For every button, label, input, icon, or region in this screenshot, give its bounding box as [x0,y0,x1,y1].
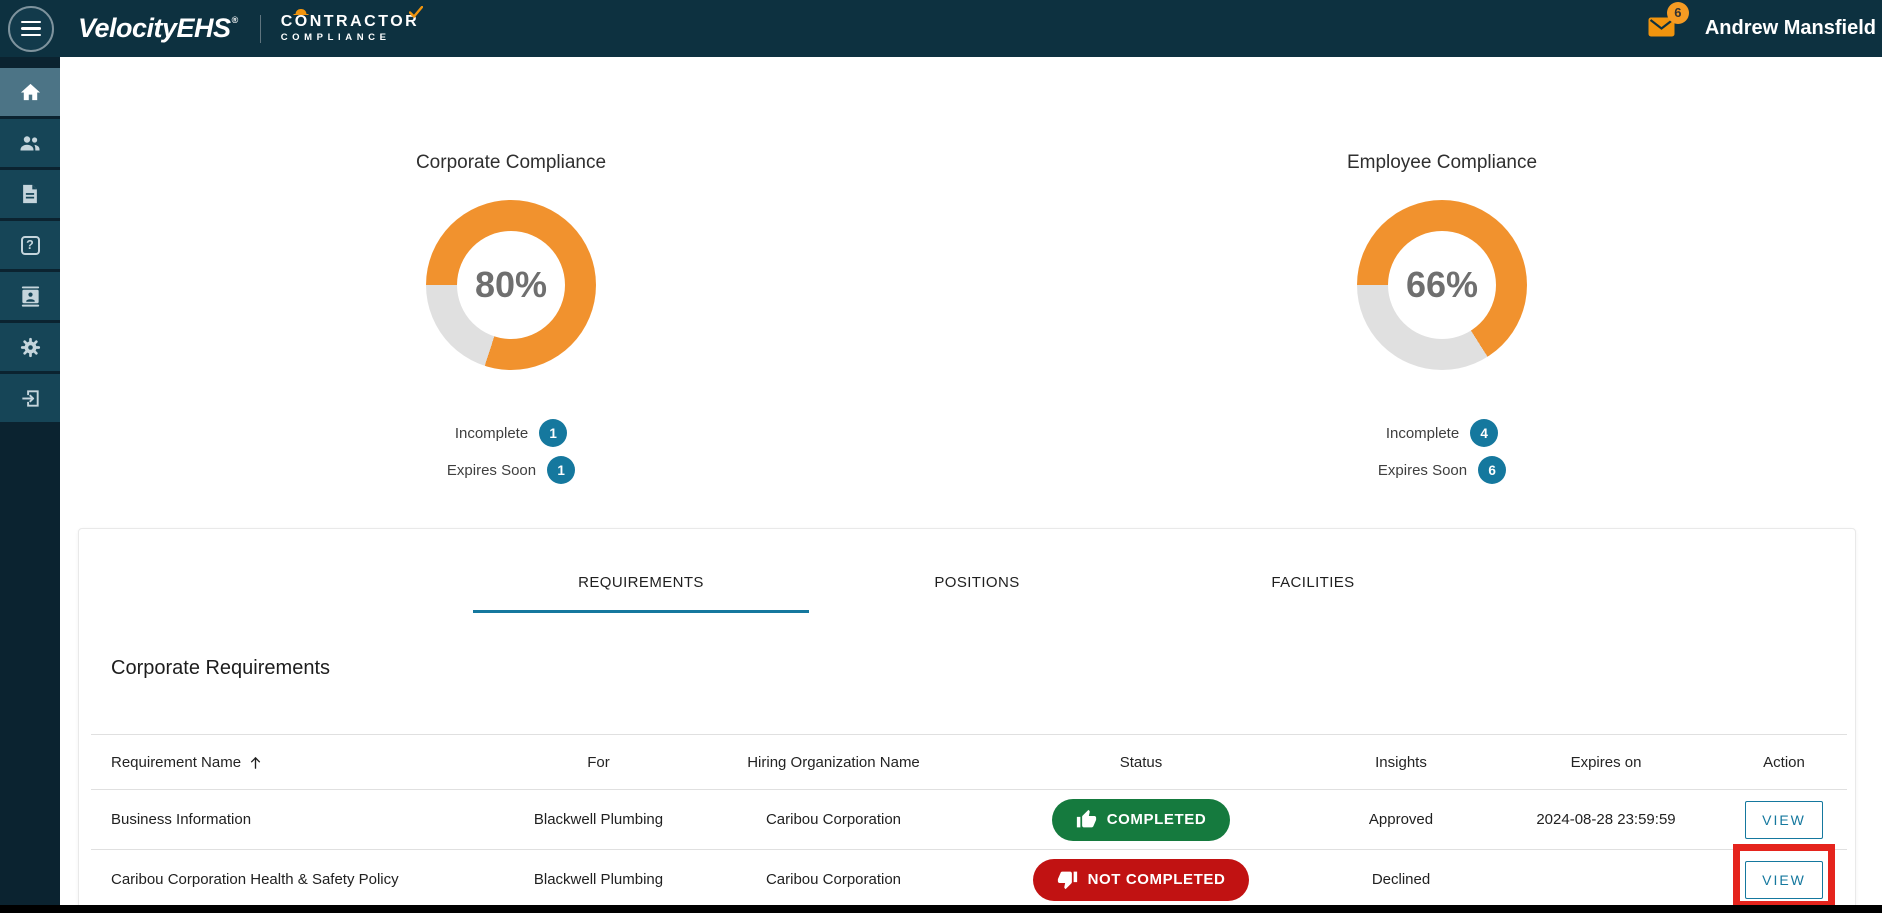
cell-action: VIEW [1721,860,1847,899]
count-badge: 6 [1478,456,1507,484]
document-icon [23,184,37,204]
notification-badge: 6 [1666,1,1689,24]
cell-hiring-organization: Caribou Corporation [765,871,902,888]
incomplete-row: Incomplete 1 [351,418,671,448]
product-line1: C O NTRACTO R [281,6,424,30]
user-name[interactable]: Andrew Mansfield [1704,17,1876,39]
velocityehs-logo: VelocityEHS® [78,13,238,44]
section-heading: Corporate Requirements [111,657,330,679]
sidebar-item-contractors[interactable] [0,119,60,167]
home-icon [20,83,40,100]
registered-mark: ® [231,15,239,25]
bottom-black-strip [0,905,1882,913]
sort-ascending-icon [247,754,264,771]
exit-icon [21,389,39,407]
cell-requirement-name: Caribou Corporation Health & Safety Poli… [111,871,399,888]
hardhat-icon [293,9,309,16]
status-badge: COMPLETED [1051,798,1231,841]
chart-badges: Incomplete 1 Expires Soon 1 [351,418,671,485]
employee-compliance-chart: Employee Compliance 66% Incomplete 4 Exp… [1282,152,1602,492]
requirements-table: Requirement Name For Hiring Organization… [91,734,1847,910]
sidebar-item-home[interactable] [0,68,60,116]
checkmark-icon [409,6,424,19]
corporate-compliance-donut: 80% [426,200,596,370]
count-badge: 1 [539,419,568,447]
donut-percent: 66% [1405,264,1479,305]
sidebar: ? [0,57,60,913]
hamburger-icon [21,20,41,24]
cell-action: VIEW [1721,800,1847,839]
menu-button[interactable] [8,5,54,52]
sidebar-item-documents[interactable] [0,170,60,218]
cell-insights: Declined [1371,871,1431,888]
sidebar-item-settings[interactable] [0,323,60,371]
logo-text: VelocityEHS [78,13,231,43]
column-hiring-organization: Hiring Organization Name [747,753,920,771]
column-status: Status [1119,753,1163,771]
thumbs-up-icon [1076,809,1096,828]
tab-bar: REQUIREMENTS POSITIONS FACILITIES [473,555,1481,613]
chart-title: Employee Compliance [1346,152,1538,173]
view-button[interactable]: VIEW [1745,800,1823,839]
contractor-compliance-logo: C O NTRACTO R COMPLIANCE [280,6,424,44]
count-badge: 1 [547,456,576,484]
chart-title: Corporate Compliance [415,152,607,173]
main-content: Corporate Compliance 80% Incomplete 1 Ex… [60,57,1882,913]
product-line2: COMPLIANCE [280,32,391,44]
status-badge: NOT COMPLETED [1032,858,1250,901]
mail-icon [1648,17,1675,36]
column-expires-on: Expires on [1570,753,1642,771]
help-icon: ? [20,235,40,255]
expires-soon-row: Expires Soon 1 [351,455,671,485]
table-header: Requirement Name For Hiring Organization… [91,734,1847,790]
incomplete-row: Incomplete 4 [1282,418,1602,448]
cell-requirement-name: Business Information [111,811,252,828]
cell-status: NOT COMPLETED [971,858,1311,901]
sidebar-item-logout[interactable] [0,374,60,422]
table-row: Caribou Corporation Health & Safety Poli… [91,850,1847,910]
donut-percent: 80% [474,264,548,305]
cell-status: COMPLETED [971,798,1311,841]
table-row: Business Information Blackwell Plumbing … [91,790,1847,850]
tab-requirements[interactable]: REQUIREMENTS [473,555,809,613]
thumbs-down-icon [1057,871,1077,890]
column-for: For [587,753,610,771]
column-requirement-name[interactable]: Requirement Name [91,754,501,771]
column-action: Action [1763,753,1805,771]
cell-insights: Approved [1368,811,1434,828]
requirements-card: REQUIREMENTS POSITIONS FACILITIES Corpor… [78,528,1856,913]
corporate-compliance-chart: Corporate Compliance 80% Incomplete 1 Ex… [351,152,671,492]
people-icon [20,136,40,151]
count-badge: 4 [1470,419,1499,447]
messages-button[interactable]: 6 [1648,1,1689,42]
employee-compliance-donut: 66% [1357,200,1527,370]
tab-positions[interactable]: POSITIONS [934,574,1020,591]
cell-expires-on: 2024-08-28 23:59:59 [1536,811,1676,828]
cell-for: Blackwell Plumbing [533,811,664,828]
column-insights: Insights [1375,753,1427,771]
sidebar-item-contacts[interactable] [0,272,60,320]
cell-hiring-organization: Caribou Corporation [765,811,902,828]
sidebar-item-help[interactable]: ? [0,221,60,269]
tab-facilities[interactable]: FACILITIES [1271,574,1355,591]
contact-card-icon [21,285,39,307]
top-bar: VelocityEHS® C O NTRACTO R COMPLIANCE 6 And… [0,0,1882,57]
view-button[interactable]: VIEW [1745,860,1823,899]
cell-for: Blackwell Plumbing [533,871,664,888]
gear-icon [20,337,40,357]
chart-badges: Incomplete 4 Expires Soon 6 [1282,418,1602,485]
brand-divider [259,14,261,43]
expires-soon-row: Expires Soon 6 [1282,455,1602,485]
